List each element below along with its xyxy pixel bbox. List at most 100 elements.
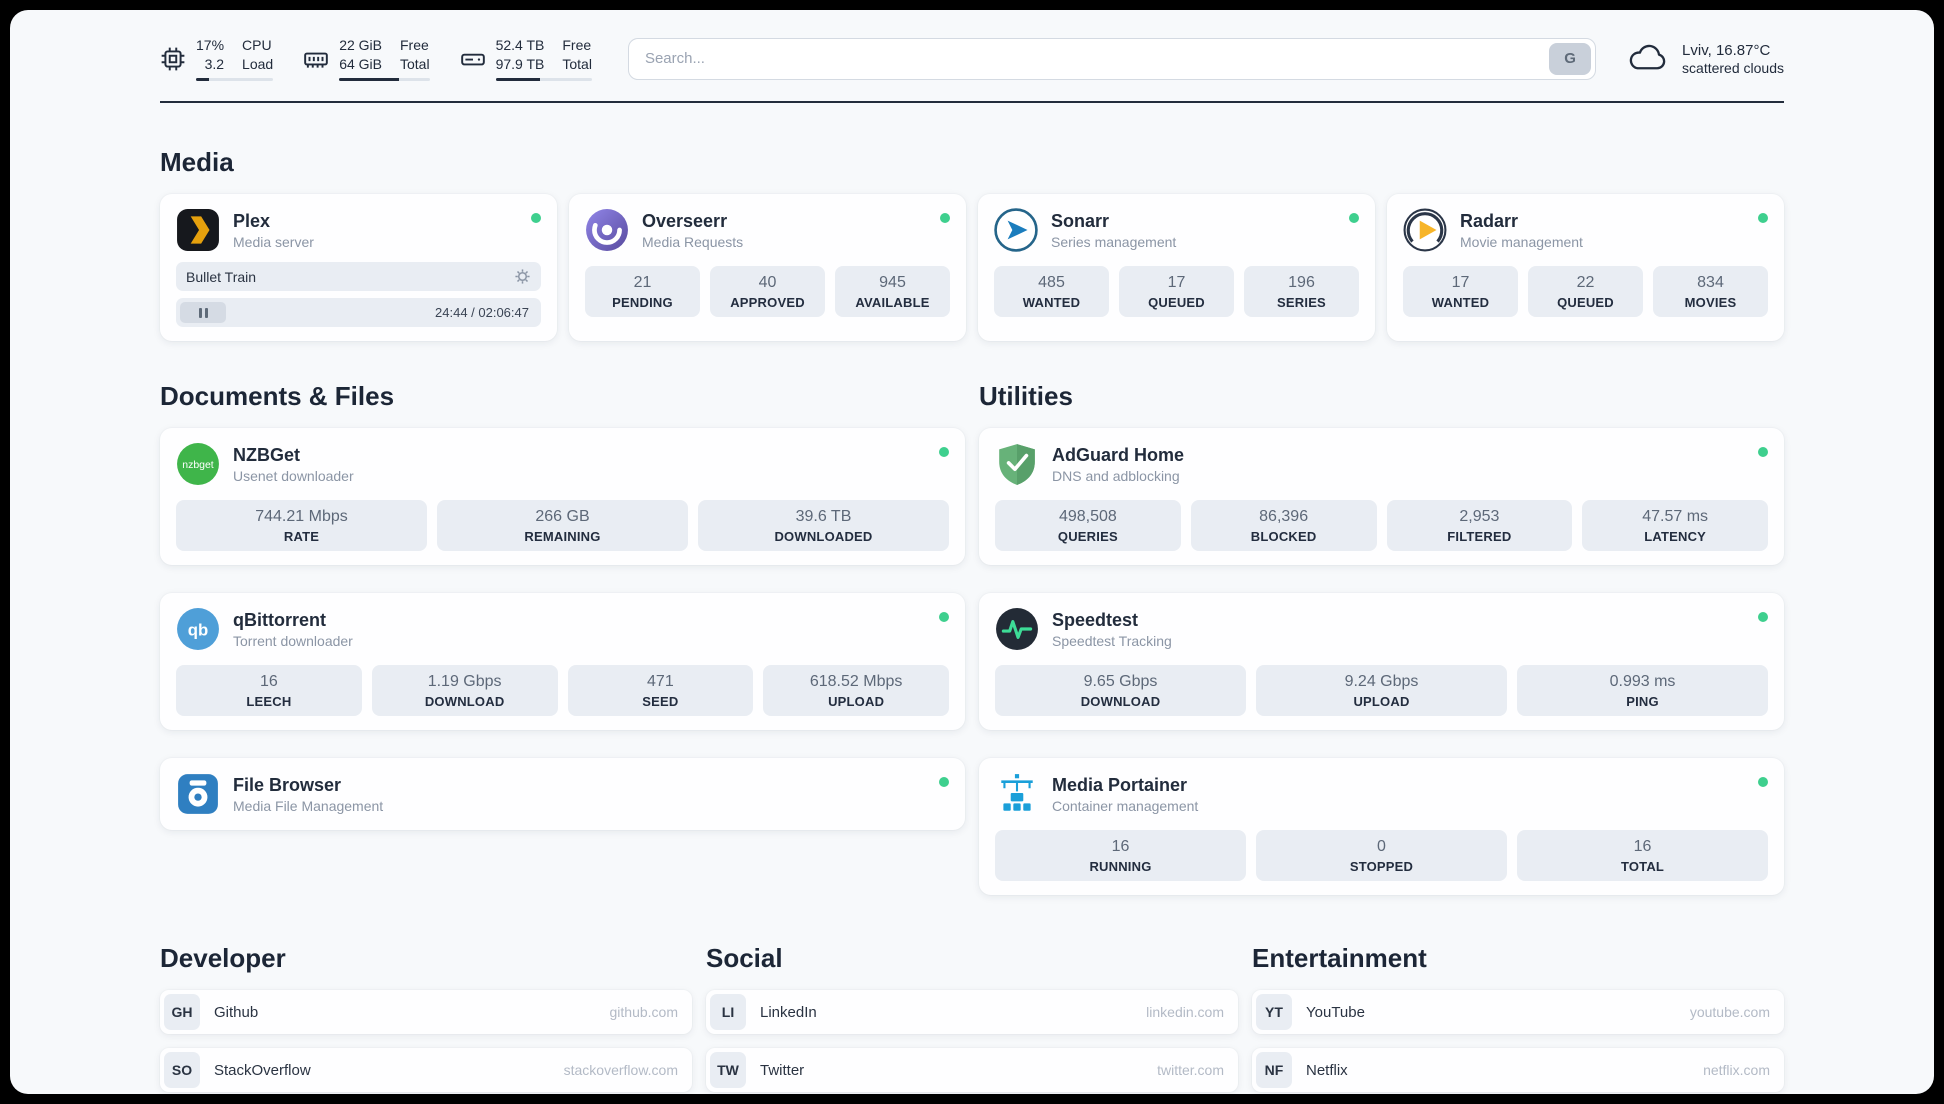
bookmark-group-entertainment: Entertainment YT YouTube youtube.com NF … [1252, 943, 1784, 1094]
section-title-developer: Developer [160, 943, 286, 974]
search-bar: G [627, 37, 1597, 80]
stat-value: 9.65 Gbps [1083, 673, 1158, 691]
stat-value: 17 [1451, 274, 1470, 292]
stat-value: 9.24 Gbps [1344, 673, 1419, 691]
search-input[interactable] [627, 37, 1597, 80]
stat-label: DOWNLOAD [424, 694, 505, 710]
cpu-chip-icon [160, 46, 186, 72]
stat-wanted: 485 WANTED [994, 266, 1109, 318]
app-card-nzbget[interactable]: nzbget NZBGet Usenet downloader 744.21 M… [160, 428, 965, 566]
stat-remaining: 266 GB REMAINING [437, 500, 688, 552]
stat-available: 945 AVAILABLE [835, 266, 950, 318]
bookmark-name: Github [214, 1003, 259, 1021]
app-description: Speedtest Tracking [1052, 633, 1172, 650]
bookmark-tag: TW [710, 1052, 746, 1089]
app-name: Plex [233, 210, 271, 231]
app-card-filebrowser[interactable]: File Browser Media File Management [160, 758, 965, 831]
app-name: NZBGet [233, 444, 300, 465]
stat-total: 16 TOTAL [1517, 830, 1768, 882]
portainer-crane-icon [995, 772, 1039, 816]
now-playing-title: Bullet Train [186, 268, 257, 285]
adguard-shield-icon [995, 442, 1039, 486]
bookmark-link-youtube[interactable]: YT YouTube youtube.com [1252, 990, 1784, 1035]
ram-free-label: Free [400, 37, 429, 53]
app-card-speedtest[interactable]: Speedtest Speedtest Tracking 9.65 Gbps D… [979, 593, 1784, 731]
bookmark-link-stackoverflow[interactable]: SO StackOverflow stackoverflow.com [160, 1048, 692, 1093]
bookmark-name: Twitter [760, 1061, 805, 1079]
bookmark-group-social: Social LI LinkedIn linkedin.com TW Twitt… [706, 943, 1238, 1094]
bookmark-link-github[interactable]: GH Github github.com [160, 990, 692, 1035]
bookmark-link-netflix[interactable]: NF Netflix netflix.com [1252, 1048, 1784, 1093]
stat-label: SEED [642, 694, 679, 710]
stat-download: 9.65 Gbps DOWNLOAD [995, 665, 1246, 717]
stat-label: RUNNING [1089, 859, 1152, 875]
stat-value: 21 [633, 274, 652, 292]
ram-total-value: 64 GiB [339, 56, 382, 73]
stat-label: AVAILABLE [855, 295, 930, 311]
bookmark-name: LinkedIn [760, 1003, 817, 1021]
stat-download: 1.19 Gbps DOWNLOAD [371, 665, 558, 717]
stat-label: BLOCKED [1250, 529, 1317, 545]
disk-total-label: Total [562, 56, 592, 73]
status-dot [1758, 213, 1768, 224]
stat-value: 1.19 Gbps [427, 673, 502, 691]
app-description: Media server [233, 234, 314, 251]
bookmark-group-developer: Developer GH Github github.com SO StackO… [160, 943, 692, 1094]
gear-icon[interactable] [514, 268, 531, 285]
stat-value: 498,508 [1058, 508, 1117, 526]
section-title-entertainment: Entertainment [1252, 943, 1427, 974]
app-card-adguard[interactable]: AdGuard Home DNS and adblocking 498,508 … [979, 428, 1784, 566]
stat-label: APPROVED [730, 295, 805, 311]
app-description: Container management [1052, 798, 1199, 815]
stat-value: 618.52 Mbps [809, 673, 903, 691]
disk-free-label: Free [562, 37, 592, 53]
cpu-metric: 17% CPU 3.2 Load [160, 36, 274, 82]
plex-icon [176, 208, 220, 252]
app-card-portainer[interactable]: Media Portainer Container management 16 … [979, 758, 1784, 896]
stat-running: 16 RUNNING [995, 830, 1246, 882]
stat-stopped: 0 STOPPED [1256, 830, 1507, 882]
bookmark-url: stackoverflow.com [563, 1062, 678, 1079]
section-documents-files: Documents & Files nzbget NZBGet Usenet d… [160, 381, 965, 895]
app-description: Series management [1051, 234, 1177, 251]
ram-metric: 22 GiB Free 64 GiB Total [303, 36, 430, 82]
bookmark-link-linkedin[interactable]: LI LinkedIn linkedin.com [706, 990, 1238, 1035]
nzbget-icon: nzbget [176, 442, 220, 486]
pause-button[interactable] [180, 302, 226, 324]
stat-label: DOWNLOAD [1080, 694, 1161, 710]
bookmark-tag: NF [1256, 1052, 1292, 1089]
stat-value: 17 [1167, 274, 1186, 292]
stat-approved: 40 APPROVED [710, 266, 825, 318]
dashboard-page: 17% CPU 3.2 Load 22 GiB Free 64 G [10, 10, 1934, 1094]
stat-label: QUEUED [1557, 295, 1614, 311]
app-card-plex[interactable]: Plex Media server Bullet Train 24:44 / [160, 194, 557, 342]
stat-queued: 22 QUEUED [1528, 266, 1643, 318]
app-name: qBittorrent [233, 609, 326, 630]
app-card-radarr[interactable]: Radarr Movie management 17 WANTED 22 QUE… [1387, 194, 1784, 342]
cpu-usage-bar [196, 78, 274, 82]
qbittorrent-icon: qb [176, 607, 220, 651]
app-card-qbittorrent[interactable]: qb qBittorrent Torrent downloader 16 LEE… [160, 593, 965, 731]
bookmark-name: StackOverflow [214, 1061, 311, 1079]
search-engine-button[interactable]: G [1549, 42, 1592, 75]
stat-value: 22 [1576, 274, 1595, 292]
svg-text:qb: qb [188, 621, 208, 640]
status-dot [1758, 777, 1768, 788]
memory-icon [303, 46, 329, 72]
stat-label: TOTAL [1620, 859, 1665, 875]
stat-value: 945 [879, 274, 906, 292]
hard-drive-icon [460, 46, 486, 72]
stat-value: 744.21 Mbps [255, 508, 348, 526]
stat-seed: 471 SEED [567, 665, 754, 717]
stat-filtered: 2,953 FILTERED [1386, 500, 1573, 552]
weather-location: Lviv, 16.87°C [1682, 41, 1771, 59]
bookmark-link-twitter[interactable]: TW Twitter twitter.com [706, 1048, 1238, 1093]
cloud-icon [1626, 44, 1670, 74]
stat-value: 16 [259, 673, 278, 691]
status-dot [939, 447, 949, 458]
overseerr-icon [585, 208, 629, 252]
app-card-overseerr[interactable]: Overseerr Media Requests 21 PENDING 40 A… [569, 194, 966, 342]
app-card-sonarr[interactable]: Sonarr Series management 485 WANTED 17 Q… [978, 194, 1375, 342]
ram-free-value: 22 GiB [339, 37, 382, 53]
stat-label: PENDING [612, 295, 673, 311]
